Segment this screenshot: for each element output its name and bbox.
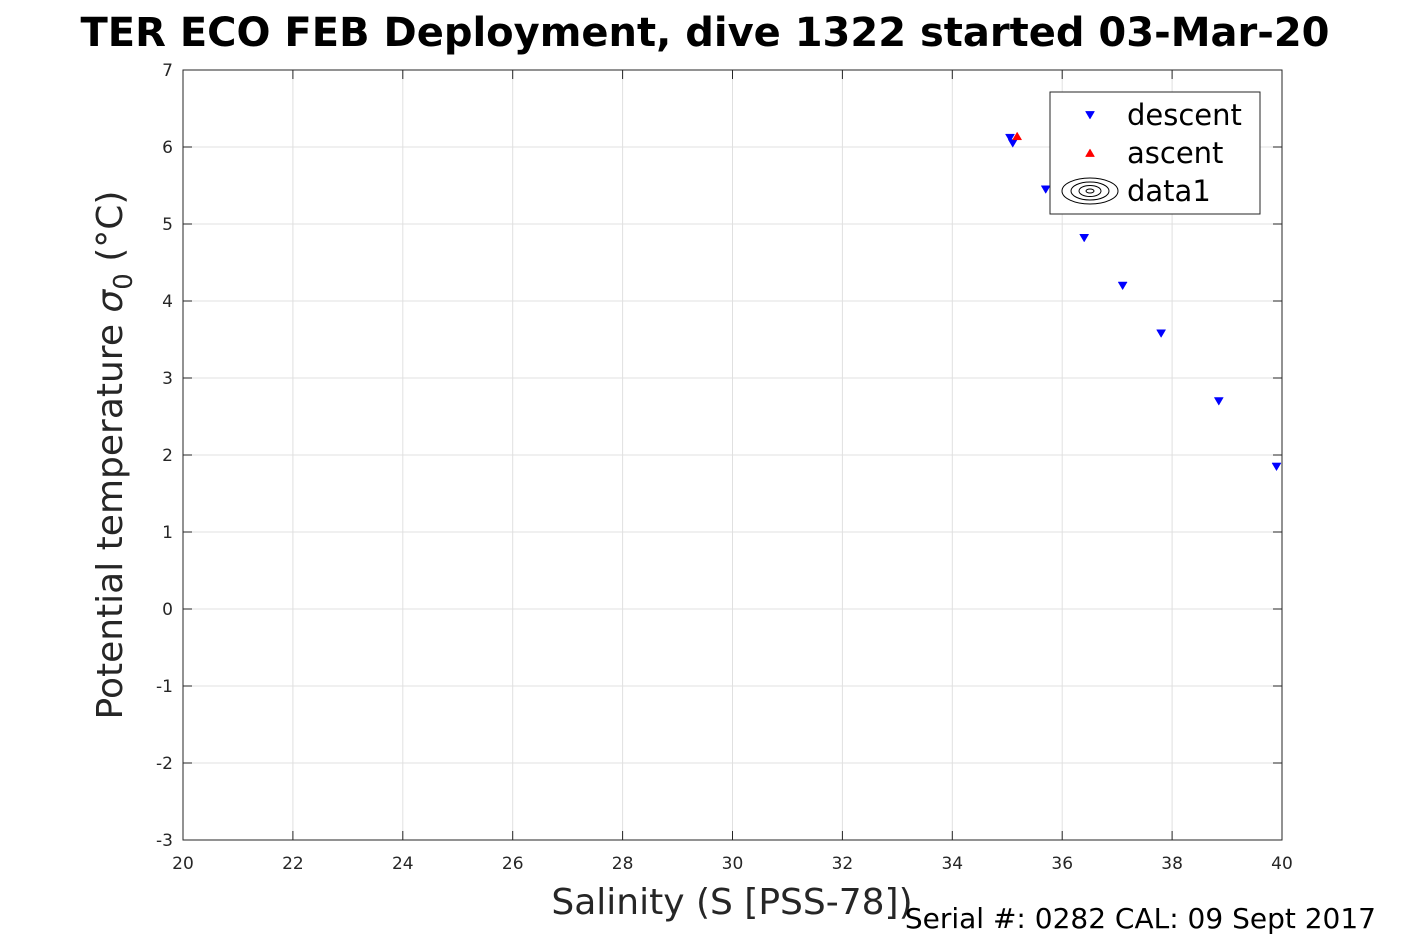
legend-marker-descent <box>1085 111 1095 120</box>
descent-point <box>1040 185 1051 194</box>
x-tick-label: 36 <box>1051 854 1073 874</box>
descent-point <box>1117 281 1128 291</box>
x-tick-label: 30 <box>722 854 744 874</box>
legend-marker-ascent <box>1085 148 1095 157</box>
legend-label-data1: data1 <box>1127 174 1211 208</box>
y-axis-label-main: Potential temperature <box>90 313 131 720</box>
y-tick-label: 2 <box>162 446 173 466</box>
data-points <box>1005 131 1282 472</box>
y-tick-label: -1 <box>156 677 173 697</box>
x-tick-label: 38 <box>1161 854 1183 874</box>
legend-contour-icon <box>1070 181 1110 201</box>
x-tick-label: 24 <box>392 854 414 874</box>
y-axis-label-symbol: σ <box>90 289 131 313</box>
legend: descent ascent data1 <box>1049 91 1261 215</box>
y-tick-label: 6 <box>162 138 173 158</box>
legend-box <box>1049 91 1261 215</box>
y-axis-label-unit: (°C) <box>90 191 131 274</box>
x-tick-label: 20 <box>172 854 194 874</box>
y-tick-label: -2 <box>156 754 173 774</box>
legend-contour-icon <box>1061 177 1119 205</box>
legend-contour-icon <box>1078 185 1102 197</box>
legend-contour-icon <box>1085 188 1095 194</box>
descent-point <box>1007 139 1018 148</box>
x-tick-label: 28 <box>612 854 634 874</box>
y-axis-label-sub: 0 <box>109 273 139 290</box>
x-tick-label: 32 <box>832 854 854 874</box>
ascent-point <box>1012 131 1023 141</box>
y-tick-label: 7 <box>162 61 173 81</box>
x-tick-label: 34 <box>941 854 963 874</box>
legend-label-ascent: ascent <box>1127 136 1223 170</box>
descent-point <box>1271 462 1282 472</box>
x-tick-label: 26 <box>502 854 524 874</box>
y-axis-label: Potential temperature σ0 (°C) <box>90 191 139 720</box>
x-tick-label: 40 <box>1271 854 1293 874</box>
legend-label-descent: descent <box>1127 98 1242 132</box>
y-tick-label: 0 <box>162 600 173 620</box>
descent-point <box>1079 234 1090 243</box>
y-tick-label: 4 <box>162 292 173 312</box>
descent-point <box>1005 133 1015 143</box>
y-tick-label: 1 <box>162 523 173 543</box>
y-tick-label: 3 <box>162 369 173 389</box>
x-axis-label: Salinity (S [PSS-78]) <box>551 882 912 923</box>
chart-title: TER ECO FEB Deployment, dive 1322 starte… <box>80 10 1329 56</box>
y-tick-label: 5 <box>162 215 173 235</box>
y-tick-label: -3 <box>156 831 173 851</box>
descent-point <box>1213 397 1224 406</box>
descent-point <box>1156 329 1167 338</box>
serial-cal-footer: Serial #: 0282 CAL: 09 Sept 2017 <box>905 902 1376 935</box>
x-tick-label: 22 <box>282 854 304 874</box>
